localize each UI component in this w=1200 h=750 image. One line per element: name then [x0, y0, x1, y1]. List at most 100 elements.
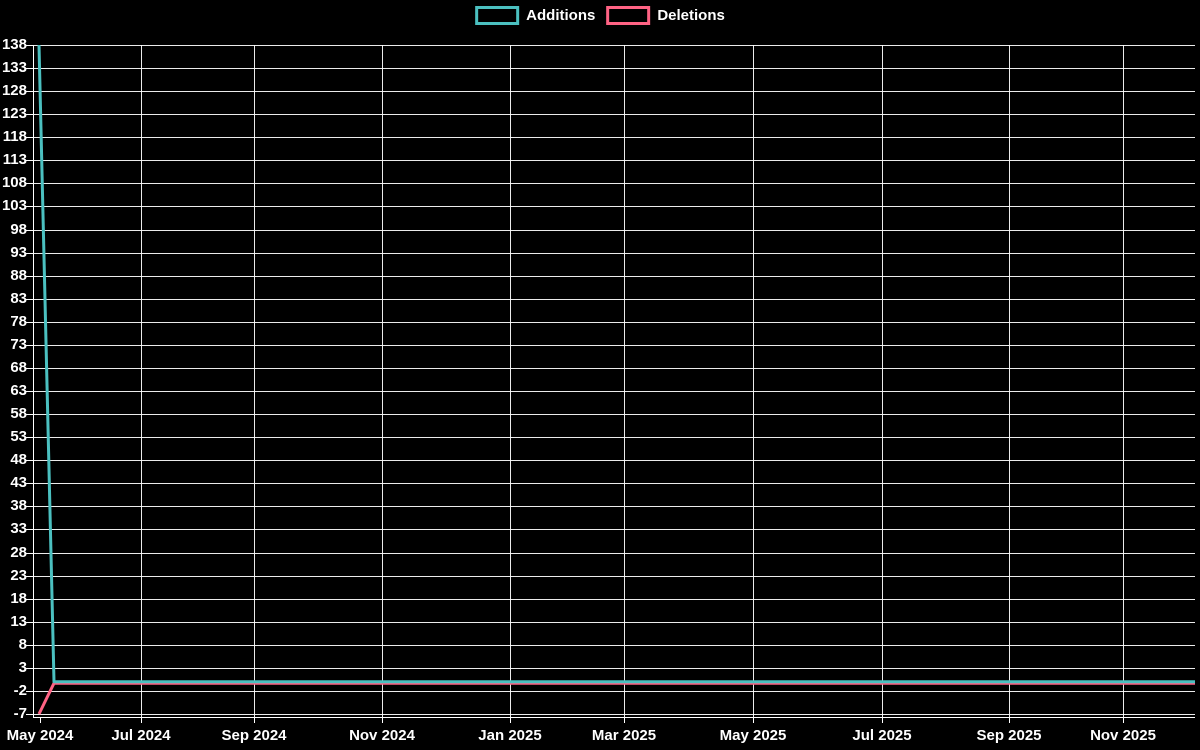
y-tick-mark [26, 183, 33, 185]
y-tick-label: 28 [10, 543, 27, 561]
y-tick-mark [26, 437, 33, 439]
y-gridline [33, 114, 1195, 116]
y-gridline [33, 460, 1195, 462]
x-tick-mark [1009, 717, 1010, 723]
y-tick-label: 48 [10, 451, 27, 469]
y-gridline [33, 690, 1195, 692]
x-gridline [753, 45, 754, 717]
y-tick-mark [26, 229, 33, 231]
x-tick-mark [753, 717, 754, 723]
y-tick-label: 88 [10, 266, 27, 284]
x-tick-label: Jul 2025 [852, 727, 912, 744]
y-tick-label: 83 [10, 289, 27, 307]
legend-item-deletions[interactable]: Deletions [606, 6, 725, 25]
y-gridline [33, 714, 1195, 715]
x-gridline [1009, 45, 1010, 717]
y-tick-label: 13 [10, 612, 27, 630]
x-tick-mark [254, 717, 255, 723]
additions-line [37, 44, 1195, 684]
y-gridline [33, 598, 1195, 600]
y-tick-mark [26, 68, 33, 70]
y-tick-mark [26, 321, 33, 323]
y-tick-mark [26, 529, 33, 531]
y-tick-label: 18 [10, 589, 27, 607]
y-gridline [33, 45, 1195, 46]
x-tick-mark [141, 717, 142, 723]
x-tick-label: Jan 2025 [478, 727, 542, 744]
x-tick-mark [882, 717, 883, 723]
y-axis-line [33, 45, 34, 717]
y-tick-label: 133 [1, 59, 27, 77]
y-tick-label: 108 [1, 174, 27, 192]
x-gridline [254, 45, 255, 717]
y-tick-mark [26, 45, 33, 46]
y-tick-label: 123 [1, 105, 27, 123]
y-tick-label: -2 [13, 681, 27, 699]
y-gridline [33, 667, 1195, 669]
y-tick-mark [26, 391, 33, 393]
y-tick-mark [26, 206, 33, 208]
x-tick-mark [1123, 717, 1124, 723]
y-tick-mark [26, 367, 33, 369]
y-tick-label: 8 [18, 635, 27, 653]
x-gridline [141, 45, 142, 717]
x-tick-mark [624, 717, 625, 723]
legend-item-additions[interactable]: Additions [475, 6, 595, 25]
x-tick-mark [40, 717, 41, 723]
y-gridline [33, 68, 1195, 70]
y-tick-mark [26, 621, 33, 623]
y-tick-mark [26, 506, 33, 508]
y-tick-mark [26, 644, 33, 646]
y-tick-label: 113 [2, 151, 27, 169]
x-tick-mark [382, 717, 383, 723]
x-tick-label: May 2025 [719, 727, 787, 744]
x-tick-mark [510, 717, 511, 723]
y-tick-mark [26, 690, 33, 692]
legend-label: Deletions [657, 6, 725, 24]
x-tick-label: May 2024 [6, 727, 74, 744]
y-gridline [33, 321, 1195, 323]
x-tick-label: Jul 2024 [111, 727, 171, 744]
y-tick-mark [26, 575, 33, 577]
y-tick-label: 3 [18, 658, 27, 676]
x-tick-label: Nov 2025 [1090, 727, 1156, 744]
y-tick-mark [26, 714, 33, 715]
y-gridline [33, 252, 1195, 254]
y-tick-mark [26, 114, 33, 116]
y-gridline [33, 137, 1195, 139]
y-gridline [33, 621, 1195, 623]
y-tick-label: 68 [10, 358, 27, 376]
y-tick-mark [26, 483, 33, 485]
y-tick-label: 53 [10, 428, 27, 446]
y-tick-mark [26, 252, 33, 254]
y-tick-mark [26, 160, 33, 162]
y-tick-label: 58 [10, 405, 27, 423]
x-gridline [624, 45, 625, 717]
x-tick-label: Sep 2025 [976, 727, 1042, 744]
chart-legend: Additions Deletions [475, 6, 725, 25]
additions-legend-swatch [475, 6, 520, 25]
y-gridline [33, 552, 1195, 554]
y-tick-label: 78 [10, 312, 27, 330]
y-tick-label: 128 [1, 82, 27, 100]
y-gridline [33, 298, 1195, 300]
y-gridline [33, 414, 1195, 416]
y-tick-label: 63 [10, 382, 27, 400]
deletions-line [37, 681, 1195, 715]
y-tick-label: 33 [10, 520, 27, 538]
y-tick-mark [26, 460, 33, 462]
y-gridline [33, 644, 1195, 646]
y-tick-mark [26, 344, 33, 346]
y-tick-label: 73 [10, 335, 27, 353]
y-tick-label: 38 [10, 497, 27, 515]
y-tick-mark [26, 667, 33, 669]
y-gridline [33, 275, 1195, 277]
y-gridline [33, 367, 1195, 369]
y-gridline [33, 506, 1195, 508]
y-tick-label: 103 [1, 197, 27, 215]
y-gridline [33, 529, 1195, 531]
y-tick-label: 118 [2, 128, 27, 146]
x-gridline [382, 45, 383, 717]
